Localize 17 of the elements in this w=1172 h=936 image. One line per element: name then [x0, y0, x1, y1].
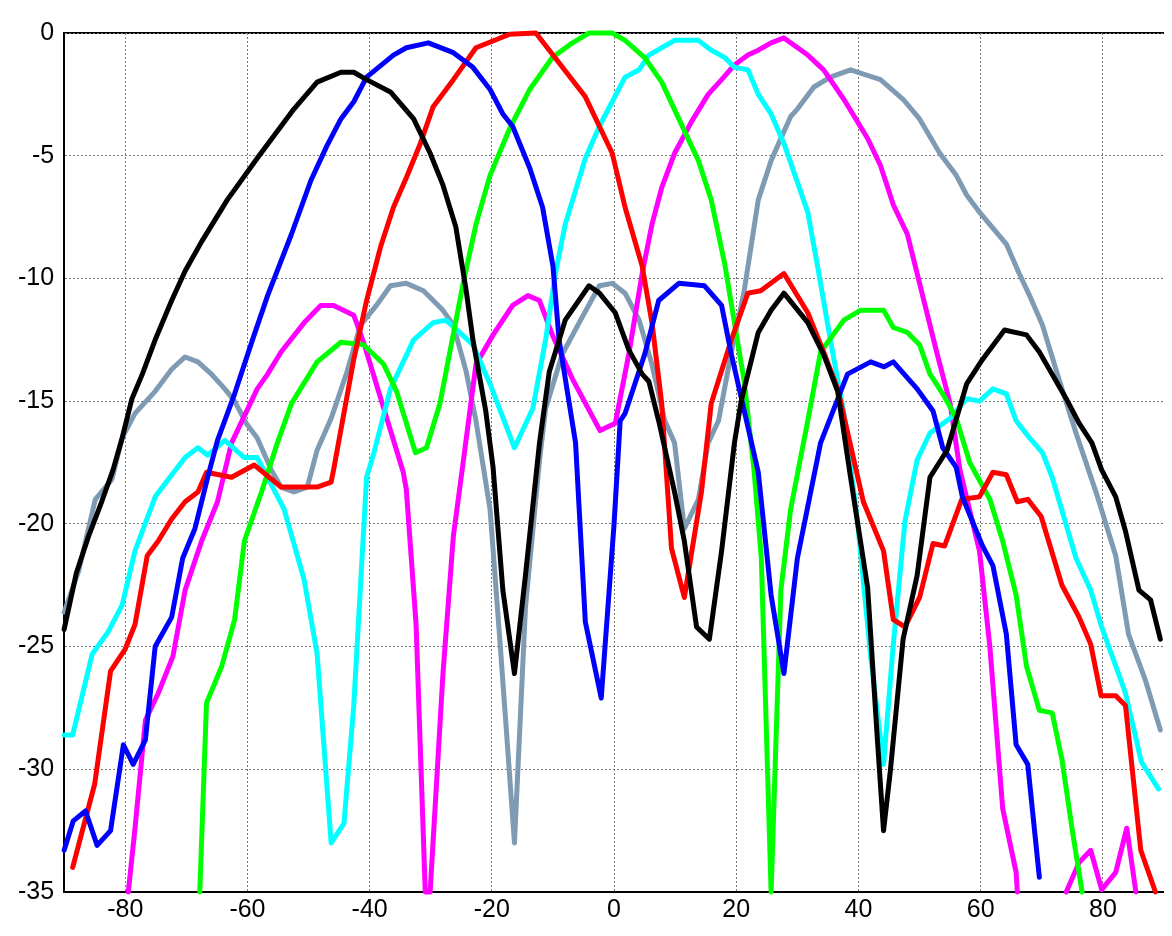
- x-tick-label: 60: [966, 893, 995, 922]
- x-tick-label: 0: [607, 893, 622, 922]
- x-tick-label: -20: [473, 893, 510, 922]
- y-tick-label: -15: [17, 385, 55, 414]
- y-tick-label: -5: [31, 139, 55, 168]
- y-tick-label: -10: [17, 262, 55, 291]
- x-tick-label: -40: [351, 893, 388, 922]
- x-tick-label: -60: [229, 893, 266, 922]
- y-tick-label: -30: [17, 753, 55, 782]
- x-tick-label: -80: [107, 893, 144, 922]
- y-tick-label: -25: [17, 630, 55, 659]
- y-tick-label: -20: [17, 507, 55, 536]
- y-tick-label: -35: [17, 875, 55, 904]
- y-tick-label: 0: [40, 16, 55, 45]
- x-tick-label: 80: [1088, 893, 1117, 922]
- x-tick-label: 20: [722, 893, 751, 922]
- x-tick-label: 40: [844, 893, 873, 922]
